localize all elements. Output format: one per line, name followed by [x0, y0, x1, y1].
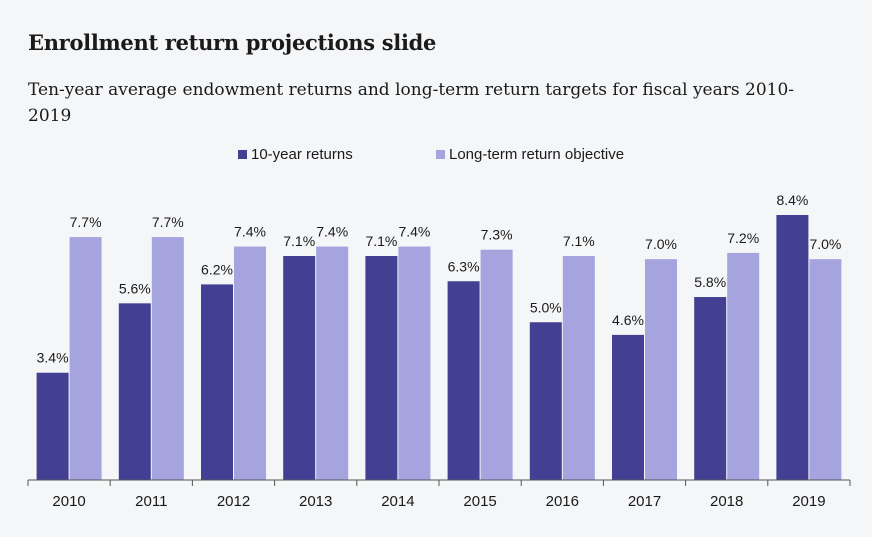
bar-long-term-objective-2014: [398, 246, 431, 480]
bar-10-year-returns-2010: [36, 372, 69, 480]
data-label-10-year-returns-2017: 4.6%: [612, 312, 644, 328]
data-label-10-year-returns-2010: 3.4%: [37, 350, 69, 366]
x-tick-label-2018: 2018: [710, 493, 743, 510]
data-label-long-term-objective-2011: 7.7%: [152, 214, 184, 230]
data-label-long-term-objective-2015: 7.3%: [481, 227, 513, 243]
x-tick-label-2010: 2010: [52, 493, 85, 510]
data-label-long-term-objective-2012: 7.4%: [234, 224, 266, 240]
data-label-long-term-objective-2017: 7.0%: [645, 236, 677, 252]
legend-item-long-term-objective: Long-term return objective: [436, 146, 624, 163]
bar-long-term-objective-2015: [480, 249, 513, 480]
data-label-10-year-returns-2013: 7.1%: [283, 233, 315, 249]
data-label-10-year-returns-2011: 5.6%: [119, 280, 151, 296]
data-label-10-year-returns-2018: 5.8%: [694, 274, 726, 290]
data-label-10-year-returns-2016: 5.0%: [530, 299, 562, 315]
chart-subtitle: Ten-year average endowment returns and l…: [28, 80, 795, 126]
data-label-long-term-objective-2013: 7.4%: [316, 224, 348, 240]
legend-swatch-10-year-returns: [238, 150, 247, 159]
bar-long-term-objective-2013: [316, 246, 349, 480]
x-tick-label-2016: 2016: [546, 493, 579, 510]
bar-10-year-returns-2015: [447, 281, 480, 480]
legend-label-long-term-objective: Long-term return objective: [449, 146, 625, 163]
x-tick-label-2017: 2017: [628, 493, 661, 510]
x-tick-label-2012: 2012: [217, 493, 250, 510]
legend-label-10-year-returns: 10-year returns: [251, 146, 353, 163]
legend-swatch-long-term-objective: [436, 150, 445, 159]
data-label-long-term-objective-2019: 7.0%: [809, 236, 841, 252]
bar-long-term-objective-2017: [645, 259, 677, 480]
bar-10-year-returns-2019: [776, 215, 809, 480]
chart-title: Enrollment return projections slide: [28, 30, 437, 55]
data-label-10-year-returns-2019: 8.4%: [776, 192, 808, 208]
bar-long-term-objective-2016: [562, 256, 595, 480]
legend-item-10-year-returns: 10-year returns: [238, 146, 353, 163]
data-label-10-year-returns-2015: 6.3%: [448, 258, 480, 274]
x-tick-label-2011: 2011: [135, 493, 167, 510]
data-label-long-term-objective-2016: 7.1%: [563, 233, 595, 249]
bar-10-year-returns-2016: [529, 322, 562, 480]
bar-10-year-returns-2014: [365, 256, 398, 480]
x-tick-label-2015: 2015: [463, 493, 496, 510]
x-tick-label-2014: 2014: [381, 493, 414, 510]
data-label-long-term-objective-2014: 7.4%: [398, 224, 430, 240]
x-tick-label-2019: 2019: [792, 493, 825, 510]
bar-long-term-objective-2010: [69, 237, 102, 480]
bar-10-year-returns-2017: [612, 334, 644, 480]
data-label-long-term-objective-2018: 7.2%: [727, 230, 759, 246]
bar-10-year-returns-2013: [283, 256, 316, 480]
bar-10-year-returns-2018: [694, 297, 727, 480]
data-label-10-year-returns-2012: 6.2%: [201, 261, 233, 277]
bar-long-term-objective-2011: [151, 237, 184, 480]
bar-long-term-objective-2019: [809, 259, 842, 480]
bar-long-term-objective-2012: [234, 246, 266, 480]
x-tick-label-2013: 2013: [299, 493, 332, 510]
bar-long-term-objective-2018: [727, 252, 760, 480]
data-label-long-term-objective-2010: 7.7%: [70, 214, 102, 230]
data-label-10-year-returns-2014: 7.1%: [365, 233, 397, 249]
bar-10-year-returns-2012: [201, 284, 233, 480]
bar-10-year-returns-2011: [118, 303, 151, 480]
